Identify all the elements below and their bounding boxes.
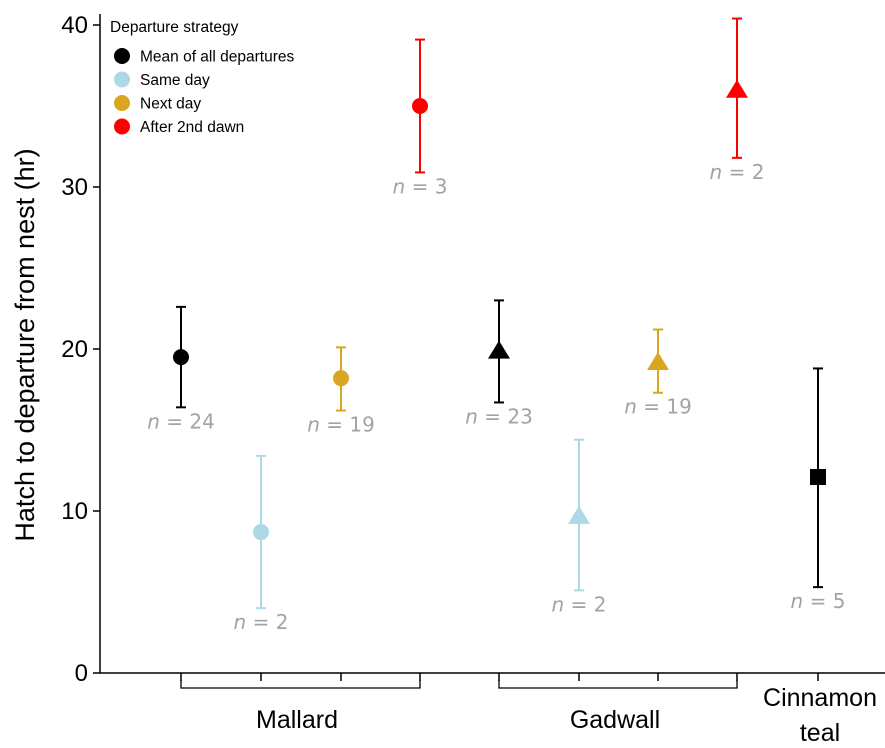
- n-label: n = 19: [624, 395, 692, 419]
- y-axis-label: Hatch to departure from nest (hr): [10, 148, 40, 541]
- data-point-group: n = 19: [624, 328, 692, 419]
- n-label: n = 3: [393, 174, 448, 198]
- legend-swatch: [114, 118, 130, 135]
- point-marker: [810, 468, 826, 485]
- n-label: n = 2: [552, 592, 607, 616]
- legend-swatch: [114, 71, 130, 88]
- n-label: n = 19: [307, 413, 375, 437]
- y-tick-label: 40: [61, 12, 88, 39]
- point-marker: [333, 370, 349, 387]
- y-tick-label: 30: [61, 174, 88, 201]
- data-point-group: n = 2: [552, 438, 607, 616]
- n-label: n = 24: [147, 409, 215, 433]
- data-points: n = 24 n = 2 n = 19 n = 3 n = 23 n = 2 n = 19 n…: [147, 17, 846, 634]
- group-bracket: [498, 680, 738, 689]
- x-group-label: Mallard: [256, 706, 338, 734]
- y-tick-label: 20: [61, 336, 88, 363]
- n-label: n = 23: [465, 404, 533, 428]
- legend: Departure strategy Mean of all departure…: [110, 19, 294, 136]
- legend-swatch: [114, 48, 130, 64]
- point-marker: [726, 79, 748, 98]
- x-group-label: Cinnamon teal: [763, 684, 877, 747]
- point-marker: [253, 524, 269, 541]
- group-bracket: [180, 680, 421, 689]
- data-point-group: n = 2: [234, 454, 289, 634]
- data-point-group: n = 3: [393, 38, 448, 198]
- point-marker: [647, 351, 669, 370]
- legend-label: Mean of all departures: [140, 49, 294, 66]
- legend-label: Same day: [140, 72, 210, 89]
- n-label: n = 2: [710, 160, 765, 184]
- x-group-label: Gadwall: [570, 706, 660, 734]
- n-label: n = 5: [791, 589, 846, 613]
- y-axis-ticks: 0 10 20 30 40: [61, 12, 100, 687]
- y-tick-label: 0: [75, 660, 88, 687]
- point-marker: [412, 98, 428, 114]
- legend-label: After 2nd dawn: [140, 119, 244, 136]
- legend-swatch: [114, 95, 130, 111]
- legend-label: Next day: [140, 96, 201, 113]
- data-point-group: n = 5: [791, 367, 846, 613]
- axes: [99, 14, 885, 674]
- point-marker: [488, 340, 510, 359]
- n-label: n = 2: [234, 610, 289, 634]
- point-marker: [173, 349, 189, 366]
- data-point-group: n = 24: [147, 305, 215, 433]
- data-point-group: n = 19: [307, 346, 375, 437]
- data-point-group: n = 23: [465, 299, 533, 428]
- data-point-group: n = 2: [710, 17, 765, 184]
- y-tick-label: 10: [61, 498, 88, 525]
- legend-title: Departure strategy: [110, 19, 239, 36]
- point-marker: [568, 505, 590, 524]
- x-axis-groups: Mallard Gadwall Cinnamon teal: [180, 673, 877, 747]
